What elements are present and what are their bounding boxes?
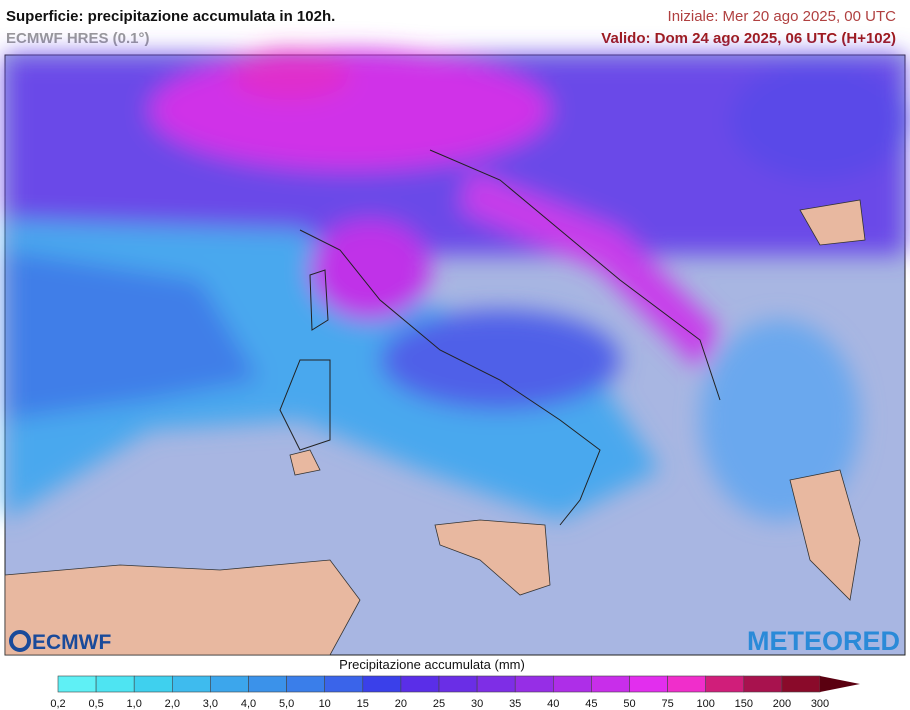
legend-swatch xyxy=(629,675,668,693)
legend-swatch xyxy=(210,675,249,693)
title: Superficie: precipitazione accumulata in… xyxy=(6,8,336,25)
legend-label: 150 xyxy=(735,698,753,710)
legend-label: 3,0 xyxy=(203,698,218,710)
legend-swatch xyxy=(476,675,516,693)
legend-swatch xyxy=(172,675,211,693)
legend-arrow xyxy=(820,676,860,692)
legend-swatch xyxy=(705,675,745,693)
ecmwf-logo: ECMWF xyxy=(9,630,111,654)
coastline xyxy=(279,149,721,526)
valid-time: Valido: Dom 24 ago 2025, 06 UTC (H+102) xyxy=(601,30,896,47)
legend-title: Precipitazione accumulata (mm) xyxy=(339,657,525,672)
legend-swatch xyxy=(324,675,364,693)
legend-swatch xyxy=(400,675,440,693)
legend-label: 4,0 xyxy=(241,698,256,710)
legend-swatch xyxy=(591,675,630,693)
legend-label: 2,0 xyxy=(165,698,180,710)
legend-label: 100 xyxy=(697,698,715,710)
legend-label: 30 xyxy=(471,698,483,710)
legend-label: 35 xyxy=(509,698,521,710)
legend-swatch xyxy=(781,675,821,693)
legend-label: 20 xyxy=(395,698,407,710)
legend-label: 10 xyxy=(319,698,331,710)
legend-swatch xyxy=(133,675,173,693)
legend-label: 15 xyxy=(357,698,369,710)
legend-label: 300 xyxy=(811,698,829,710)
legend-label: 50 xyxy=(623,698,635,710)
legend-swatch xyxy=(667,675,706,693)
land-dry xyxy=(4,199,866,656)
legend-swatch xyxy=(743,675,783,693)
legend-label: 25 xyxy=(433,698,445,710)
legend-swatch xyxy=(514,675,554,693)
legend-swatch xyxy=(248,675,287,693)
legend-label: 40 xyxy=(547,698,559,710)
legend: 0,2 0,5 1,0 2,0 3,0 4,0 5,0 10 15 20 25 30 35 40 45 50 7… xyxy=(50,675,860,710)
legend-swatch xyxy=(286,675,326,693)
model: ECMWF HRES (0.1°) xyxy=(6,30,150,47)
legend-label: 45 xyxy=(585,698,597,710)
legend-label: 75 xyxy=(661,698,673,710)
legend-swatch xyxy=(57,675,97,693)
legend-label: 200 xyxy=(773,698,791,710)
legend-label: 0,2 xyxy=(50,698,65,710)
meteored-logo: METEORED xyxy=(747,626,900,656)
logo-text: ECMWF xyxy=(32,631,111,654)
legend-swatch xyxy=(438,675,478,693)
legend-label: 5,0 xyxy=(279,698,294,710)
init-time: Iniziale: Mer 20 ago 2025, 00 UTC xyxy=(667,8,896,25)
legend-label: 0,5 xyxy=(88,698,103,710)
legend-label: 1,0 xyxy=(127,698,142,710)
legend-swatch xyxy=(95,675,135,693)
legend-swatch xyxy=(552,675,592,693)
legend-swatch xyxy=(362,675,402,693)
precip-field xyxy=(5,50,910,520)
